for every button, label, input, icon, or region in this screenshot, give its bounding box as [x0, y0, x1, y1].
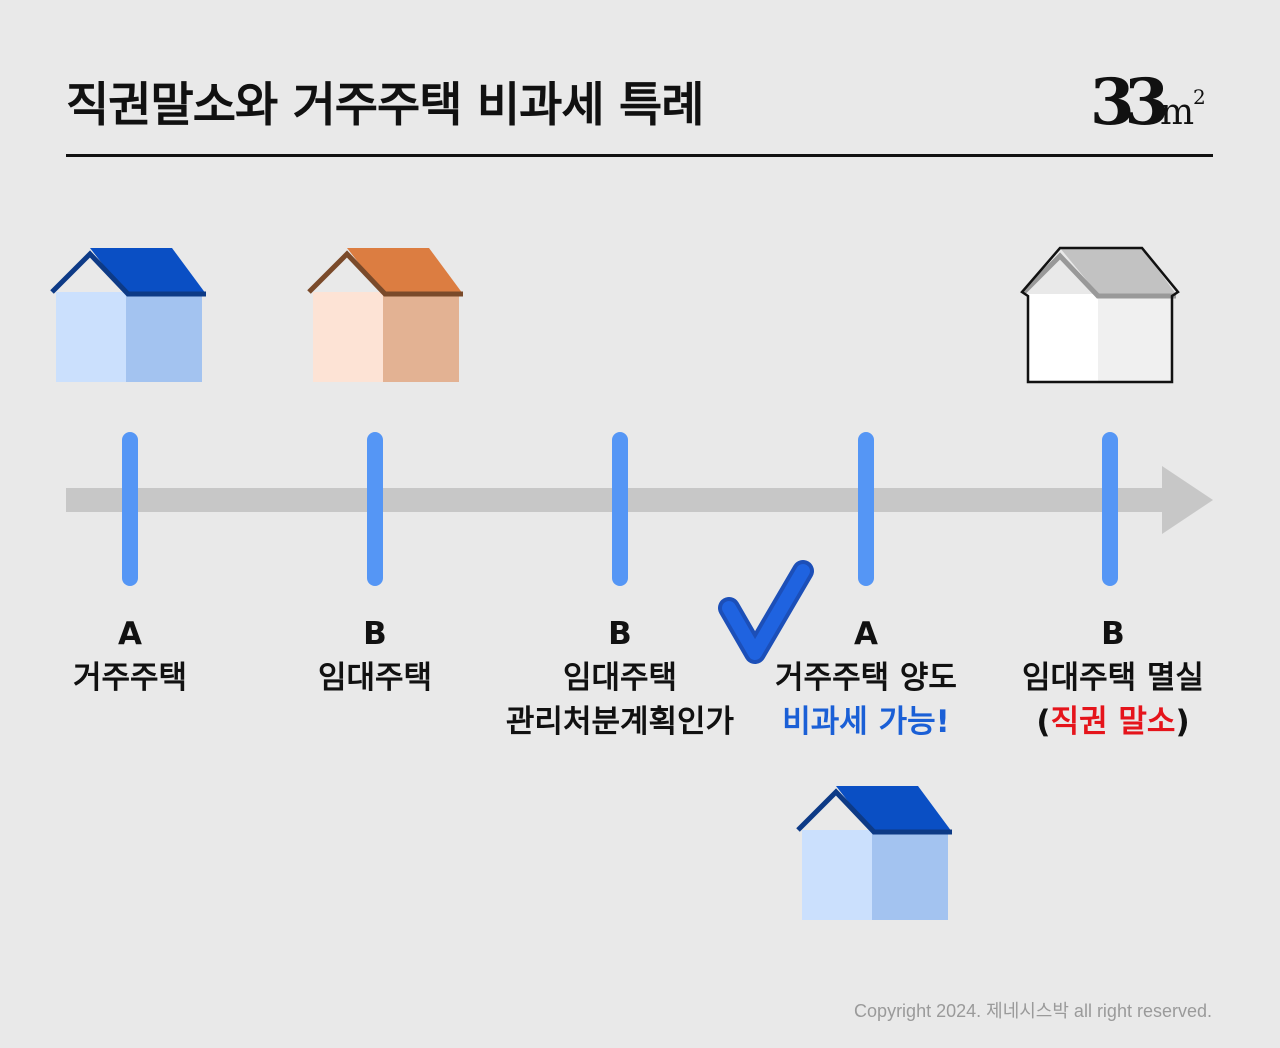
house-blue-icon: [50, 246, 210, 390]
page-title: 직권말소와 거주주택 비과세 특례: [66, 78, 704, 133]
timeline-tick-5: [1102, 432, 1118, 586]
brand-logo: 33 m 2: [1090, 62, 1215, 140]
logo-unit: m: [1160, 92, 1194, 132]
event-letter: A: [854, 616, 878, 652]
event-subtext: 관리처분계획인가: [505, 704, 735, 740]
house-blue-transferred-icon: [796, 784, 956, 928]
event-label-2: B 임대주택: [245, 612, 505, 700]
event-text: 임대주택: [317, 660, 433, 696]
timeline-tick-2: [367, 432, 383, 586]
copyright-text: Copyright 2024. 제네시스박 all right reserved…: [854, 1001, 1212, 1021]
tax-exempt-highlight: 비과세 가능!: [782, 704, 950, 740]
event-label-1: A 거주주택: [0, 612, 260, 700]
timeline-arrowhead: [1162, 466, 1213, 534]
timeline-tick-3: [612, 432, 628, 586]
event-letter: B: [363, 616, 387, 652]
event-label-4: A 거주주택 양도 비과세 가능!: [736, 612, 996, 744]
event-letter: B: [1101, 616, 1125, 652]
cancellation-highlight: 직권 말소: [1050, 704, 1176, 740]
timeline-tick-4: [858, 432, 874, 586]
check-mark-icon: [715, 553, 820, 677]
house-white-outline-icon: [1018, 244, 1183, 393]
event-text: 임대주택 멸실: [1022, 660, 1204, 696]
house-orange-icon: [307, 246, 467, 390]
event-text: 거주주택 양도: [775, 660, 957, 696]
event-letter: B: [608, 616, 632, 652]
event-subtext: (직권 말소): [1036, 704, 1190, 740]
event-text: 거주주택: [72, 660, 188, 696]
logo-square: 2: [1193, 85, 1206, 109]
timeline-tick-1: [122, 432, 138, 586]
event-letter: A: [118, 616, 142, 652]
title-divider: [66, 154, 1213, 157]
event-text: 임대주택: [562, 660, 678, 696]
event-label-3: B 임대주택 관리처분계획인가: [480, 612, 760, 744]
event-label-5: B 임대주택 멸실 (직권 말소): [983, 612, 1243, 744]
timeline: [66, 432, 1213, 586]
